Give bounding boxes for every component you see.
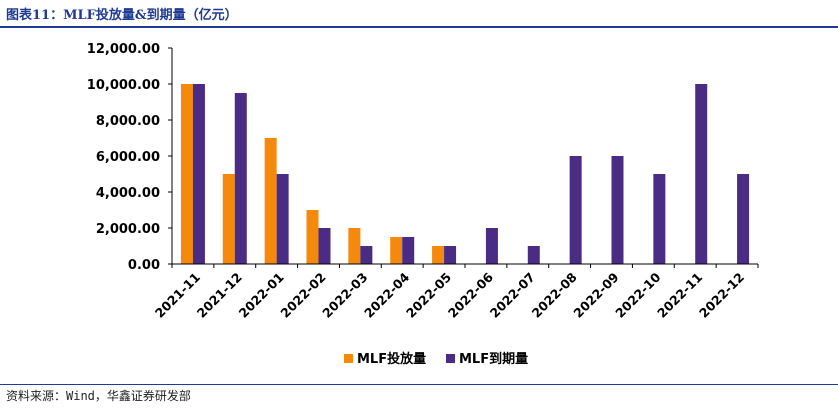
- bar-mlf-matured: [234, 93, 247, 264]
- bar-mlf-matured: [611, 156, 624, 264]
- bar-chart: 12,000.00 10,000.00 8,000.00 6,000.00 4,000.…: [87, 42, 759, 367]
- bar-mlf-matured: [527, 246, 540, 264]
- bar-mlf-issued: [180, 84, 193, 264]
- y-tick-label: 2,000.00: [96, 222, 160, 237]
- x-tick-label: 2022-12: [696, 270, 747, 321]
- bar-mlf-issued: [348, 228, 361, 264]
- y-tick-label: 0.00: [128, 258, 160, 273]
- bar-mlf-matured: [360, 246, 373, 264]
- source-rule: [0, 384, 838, 385]
- y-tick-label: 10,000.00: [87, 78, 160, 93]
- x-axis: 2021-112021-122022-012022-022022-032022-…: [152, 263, 759, 321]
- legend-label: MLF投放量: [357, 351, 426, 367]
- chart-title: 图表11：MLF投放量&到期量（亿元）: [6, 8, 238, 23]
- y-tick-label: 12,000.00: [87, 42, 160, 57]
- bar-mlf-issued: [222, 174, 235, 264]
- bar-mlf-issued: [390, 237, 403, 264]
- legend: MLF投放量 MLF到期量: [344, 351, 528, 367]
- y-tick-label: 4,000.00: [96, 186, 160, 201]
- bar-mlf-matured: [485, 228, 498, 264]
- bar-mlf-matured: [318, 228, 331, 264]
- bar-mlf-issued: [432, 246, 445, 264]
- y-tick-label: 8,000.00: [96, 114, 160, 129]
- bar-mlf-matured: [569, 156, 582, 264]
- legend-label: MLF到期量: [459, 352, 528, 367]
- legend-swatch: [344, 354, 353, 363]
- bar-mlf-matured: [737, 174, 750, 264]
- bar-mlf-matured: [402, 237, 415, 264]
- bar-mlf-issued: [306, 210, 319, 264]
- bars: [180, 84, 750, 264]
- bar-mlf-matured: [276, 174, 289, 264]
- source-note: 资料来源：Wind，华鑫证券研发部: [6, 389, 191, 403]
- legend-swatch: [446, 354, 455, 363]
- y-axis: 12,000.00 10,000.00 8,000.00 6,000.00 4,000.…: [87, 42, 173, 273]
- bar-mlf-matured: [444, 246, 457, 264]
- y-tick-label: 6,000.00: [96, 150, 160, 165]
- bar-mlf-issued: [264, 138, 277, 264]
- title-rule: [0, 26, 838, 28]
- bar-mlf-matured: [192, 84, 205, 264]
- bar-mlf-matured: [653, 174, 666, 264]
- bar-mlf-matured: [695, 84, 708, 264]
